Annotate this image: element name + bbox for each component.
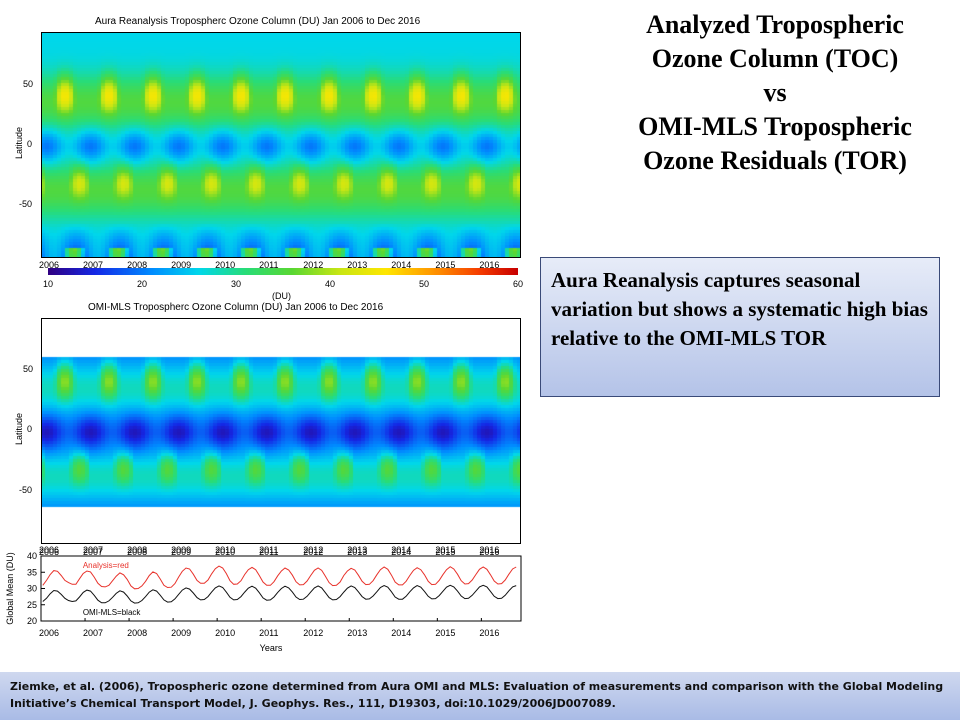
x-tick-label: 2013 <box>347 545 368 555</box>
y-tick-label: 25 <box>27 600 37 610</box>
citation-footer: Ziemke, et al. (2006), Tropospheric ozon… <box>0 672 960 720</box>
panel2-ytick-minus50: -50 <box>19 485 33 495</box>
top-x-tick-label: 2009 <box>171 547 191 557</box>
top-x-tick-label: 2007 <box>83 547 103 557</box>
global-mean-line-chart: 2006 2007 2008 2009 2010 2011 2012 2013 2014 2015… <box>5 547 522 653</box>
y-tick-label: 20 <box>27 616 37 626</box>
x-tick-label: 2010 <box>215 628 235 638</box>
x-tick-label: 2009 <box>171 260 192 270</box>
y-tick-label: 30 <box>27 584 37 594</box>
line-ylabel: Global Mean (DU) <box>5 552 15 625</box>
x-tick-label: 2007 <box>83 260 104 270</box>
x-tick-label: 2011 <box>259 628 278 638</box>
top-x-tick-label: 2008 <box>127 547 147 557</box>
y-tick-label: 40 <box>27 551 37 561</box>
x-tick-label: 2009 <box>171 545 192 555</box>
x-tick-label: 2014 <box>391 260 412 270</box>
x-tick-label: 2016 <box>479 628 499 638</box>
x-tick-label: 2011 <box>259 545 279 555</box>
x-tick-label: 2016 <box>479 260 500 270</box>
colorbar-tick-label: 10 <box>43 279 54 289</box>
x-tick-label: 2009 <box>171 628 191 638</box>
legend-label-analysis: Analysis=red <box>83 561 129 570</box>
top-x-tick-label: 2006 <box>39 547 59 557</box>
colorbar-tick-label: 40 <box>325 279 336 289</box>
x-tick-label: 2012 <box>303 628 323 638</box>
x-tick-label: 2008 <box>127 628 147 638</box>
slide-title: Analyzed Tropospheric Ozone Column (TOC)… <box>590 8 960 178</box>
panel1-title: Aura Reanalysis Tropospherc Ozone Column… <box>95 16 421 27</box>
x-tick-label: 2014 <box>391 628 411 638</box>
x-tick-label: 2010 <box>215 545 236 555</box>
panel2-ytick-50: 50 <box>23 364 34 374</box>
legend-label-omi-mls: OMI-MLS=black <box>83 608 142 617</box>
x-tick-label: 2011 <box>259 260 279 270</box>
panel2-ytick-0: 0 <box>27 424 33 434</box>
panel2-xticks: 2006 2007 2008 2009 2010 2011 2012 2013 2014 2015… <box>39 545 521 557</box>
slide-title-line: Ozone Residuals (TOR) <box>643 146 907 175</box>
x-tick-label: 2012 <box>303 545 324 555</box>
x-tick-label: 2013 <box>347 628 367 638</box>
panel1-ytick-minus50: -50 <box>19 199 33 209</box>
callout-text: Aura Reanalysis captures seasonal variat… <box>551 268 928 350</box>
panel1-frame <box>41 32 521 258</box>
panel1-ytick-50: 50 <box>23 79 34 89</box>
x-tick-label: 2013 <box>347 260 368 270</box>
panel2-heatmap <box>41 318 521 544</box>
x-tick-label: 2014 <box>391 545 412 555</box>
slide-title-line: OMI-MLS Tropospheric <box>638 112 912 141</box>
x-tick-label: 2006 <box>39 545 60 555</box>
colorbar-ticks: 10 20 30 40 50 60 <box>43 279 523 291</box>
x-tick-label: 2010 <box>215 260 236 270</box>
top-x-tick-label: 2011 <box>259 547 278 557</box>
line-xlabel: Years <box>260 643 283 653</box>
colorbar-tick-label: 50 <box>419 279 430 289</box>
x-tick-label: 2007 <box>83 628 103 638</box>
panel2-title: OMI-MLS Tropospherc Ozone Column (DU) Ja… <box>88 302 384 313</box>
colorbar-tick-label: 20 <box>137 279 148 289</box>
colorbar <box>48 268 518 275</box>
slide-title-line: Ozone Column (TOC) <box>651 44 899 73</box>
colorbar-tick-label: 30 <box>231 279 242 289</box>
x-tick-label: 2006 <box>39 628 59 638</box>
top-x-tick-label: 2015 <box>435 547 455 557</box>
x-tick-label: 2006 <box>39 260 60 270</box>
slide-title-line: Analyzed Tropospheric <box>646 10 904 39</box>
slide-title-line: vs <box>763 78 787 107</box>
x-tick-label: 2015 <box>435 628 455 638</box>
x-tick-label: 2008 <box>127 260 148 270</box>
colorbar-label: (DU) <box>272 291 291 301</box>
x-tick-label: 2015 <box>435 260 456 270</box>
top-x-tick-label: 2014 <box>391 547 411 557</box>
colorbar-tick-label: 60 <box>513 279 524 289</box>
x-tick-label: 2012 <box>303 260 324 270</box>
citation-text: Ziemke, et al. (2006), Tropospheric ozon… <box>10 680 944 710</box>
x-tick-label: 2016 <box>479 545 500 555</box>
panel1-xticks: 2006 2007 2008 2009 2010 2011 2012 2013 2014 2015… <box>39 260 521 272</box>
panel2-frame <box>41 318 521 544</box>
analysis-series-line <box>42 565 517 590</box>
y-tick-label: 35 <box>27 567 37 577</box>
top-x-tick-label: 2012 <box>303 547 323 557</box>
panel1-ylabel: Latitude <box>14 126 24 160</box>
panel1-heatmap <box>41 32 521 258</box>
omi-mls-series-line <box>42 584 517 604</box>
top-x-tick-label: 2016 <box>479 547 499 557</box>
panel2-ylabel: Latitude <box>14 412 24 446</box>
top-x-tick-label: 2013 <box>347 547 367 557</box>
top-x-tick-label: 2010 <box>215 547 235 557</box>
x-tick-label: 2007 <box>83 545 104 555</box>
x-tick-label: 2015 <box>435 545 456 555</box>
callout-box: Aura Reanalysis captures seasonal variat… <box>540 257 940 397</box>
panel1-ytick-0: 0 <box>27 139 33 149</box>
x-tick-label: 2008 <box>127 545 148 555</box>
